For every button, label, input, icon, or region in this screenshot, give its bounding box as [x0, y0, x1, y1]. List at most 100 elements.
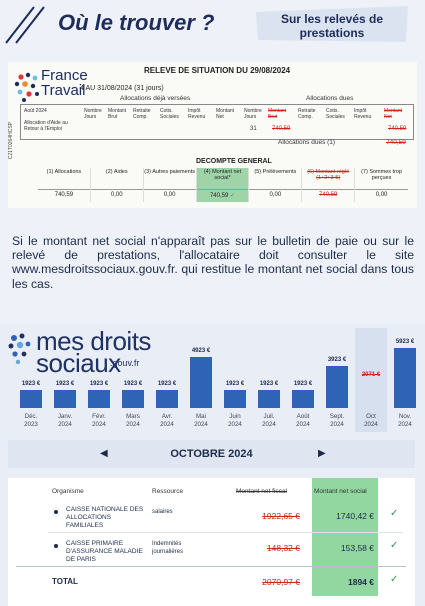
chart-month-label[interactable]: Avr. 2024 [160, 413, 174, 428]
cell-header: (5) Prélèvements [254, 169, 297, 175]
chart-bar-value-label: 1923 € [89, 381, 109, 387]
chart-bar-value-label: 1923 € [21, 381, 41, 387]
cell-header: (7) Sommes trop perçues [361, 169, 403, 181]
chart-bar-value-label: 3923 € [327, 357, 347, 363]
chart-bar[interactable] [326, 366, 348, 408]
monthly-income-chart: 1923 € Déc. 2023 1923 € Janv. 2024 1923 € Févr.… [8, 324, 422, 436]
check-icon: ✓ [390, 540, 399, 551]
header-ressource: Ressource [152, 488, 184, 495]
row2-fiscal: 148,32 € [266, 543, 300, 553]
due-net: 740,59 [388, 126, 407, 132]
row2-ressource: Indemnités journalières [152, 541, 184, 555]
chart-bar[interactable] [88, 390, 110, 408]
col-head-due: Impôt Revenu [354, 108, 372, 120]
col-head-due: Montant Brut [268, 108, 287, 120]
chart-month-label[interactable]: Janv. 2024 [57, 413, 73, 428]
row-label-month: Août 2024 [24, 108, 47, 114]
net-social-highlight-column [312, 478, 378, 596]
page-title: Où le trouver ? [58, 10, 215, 35]
releve-situation: France Travail RELEVE DE SITUATION DU 29… [8, 62, 417, 208]
chart-month-label[interactable]: Nov. 2024 [398, 413, 412, 428]
slash-decoration-icon [5, 6, 45, 44]
decompte-cell-aides: (2) Aides 0,00 [90, 168, 144, 202]
cell-value: 0,00 [90, 189, 143, 198]
chart-bar-value-label: 1923 € [259, 381, 279, 387]
col-head: Retraite Comp. [133, 108, 151, 120]
chart-bar[interactable] [360, 390, 382, 408]
chart-bar-value-label: 1923 € [293, 381, 313, 387]
row-label-are: Allocation d'Aide au Retour à l'Emploi [24, 120, 68, 132]
col-head-due: Retraite Comp. [298, 108, 316, 120]
chart-month-label[interactable]: Oct 2024 [364, 413, 378, 428]
chart-bar[interactable] [190, 357, 212, 408]
logo-word-1: France [41, 67, 88, 84]
cell-header: (3) Autres paiements [144, 169, 195, 175]
col-head: Nombre Jours [84, 108, 102, 120]
cell-header: (1) Allocations [46, 169, 82, 175]
col-head: Montant Net [216, 108, 235, 120]
header-montant-net-fiscal: Montant net fiscal [236, 488, 287, 495]
releve-title: RELEVE DE SITUATION DU 29/08/2024 [144, 66, 291, 75]
chart-bar[interactable] [292, 390, 314, 408]
mds-logo-domain: .gouv.fr [110, 358, 140, 368]
chart-bar-value-label: 5923 € [395, 339, 415, 345]
chart-bar[interactable] [122, 390, 144, 408]
chart-month-label[interactable]: Juin 2024 [228, 413, 242, 428]
chart-bar-value-label: 1923 € [225, 381, 245, 387]
row2-social: 153,58 € [340, 543, 374, 553]
mes-droits-sociaux-logo-icon [8, 333, 31, 365]
releve-side-reference: C21T0264HCSP [8, 122, 14, 160]
releve-period: 4 AU 31/08/2024 (31 jours) [80, 85, 164, 92]
row2-organisme: CAISSE PRIMAIRE D'ASSURANCE MALADIE DE P… [66, 540, 143, 563]
dues-total-value: 740,59 [386, 139, 406, 146]
chart-month-label[interactable]: Juil. 2024 [262, 413, 276, 428]
previous-month-arrow-icon[interactable]: ◀ [100, 448, 108, 459]
chart-bar[interactable] [258, 390, 280, 408]
chart-bar[interactable] [156, 390, 178, 408]
decompte-cell-prelevements: (5) Prélèvements 0,00 [249, 168, 303, 202]
chart-month-label[interactable]: Févr. 2024 [92, 413, 106, 428]
explanation-paragraph: Si le montant net social n'apparaît pas … [12, 234, 414, 291]
decompte-grid: (1) Allocations 740,59 (2) Aides 0,00 (3) … [38, 168, 408, 202]
col-head: Impôt Revenu [188, 108, 206, 120]
decompte-cell-montant-regle: (6) Montant réglé (1+2+3-5) 740,59 [302, 168, 356, 202]
chart-bar[interactable] [54, 390, 76, 408]
chart-month-label[interactable]: Déc. 2023 [24, 413, 38, 428]
col-head-due: Cotis. Sociales [326, 108, 345, 120]
chart-bar[interactable] [224, 390, 246, 408]
chart-bar[interactable] [20, 390, 42, 408]
total-label: TOTAL [52, 577, 78, 586]
chart-month-label[interactable]: Mars 2024 [126, 413, 140, 428]
chart-bar-value-label: 1923 € [55, 381, 75, 387]
allocations-table [20, 104, 414, 140]
cell-value: 740,59 [38, 189, 90, 198]
cell-value: 740,59 [302, 189, 355, 198]
total-social: 1894 € [348, 577, 374, 587]
total-fiscal: 2070,97 € [262, 577, 300, 587]
decompte-general-title: DECOMPTE GENERAL [196, 158, 272, 165]
cell-value-text: 740,59 [209, 193, 229, 199]
chart-month-label[interactable]: Août 2024 [296, 413, 310, 428]
chart-month-label[interactable]: Mai 2024 [194, 413, 208, 428]
col-head-due: Montant Net [384, 108, 403, 120]
row1-ressource: salaires [152, 509, 173, 515]
next-month-arrow-icon[interactable]: ▶ [318, 448, 326, 459]
col-head: Montant Brut [108, 108, 127, 120]
cell-header: (4) Montant net social* [203, 169, 242, 181]
chart-bar[interactable] [394, 348, 416, 408]
income-detail-table: Organisme Ressource Montant net fiscal M… [8, 478, 415, 606]
alloc-dues-header: Allocations dues [306, 95, 354, 102]
decompte-cell-autres-paiements: (3) Autres paiements 0,00 [143, 168, 197, 202]
row1-social: 1740,42 € [336, 511, 374, 521]
check-icon: ✓ [229, 193, 236, 199]
bullet-icon [54, 544, 58, 548]
chart-bar-value-label: 2071 € [361, 372, 381, 378]
subtitle-backdrop [256, 6, 408, 42]
decompte-cell-allocations: (1) Allocations 740,59 [38, 168, 91, 202]
header-organisme: Organisme [52, 488, 84, 495]
bullet-icon [54, 510, 58, 514]
decompte-cell-trop-percues: (7) Sommes trop perçues 0,00 [355, 168, 408, 202]
chart-month-label[interactable]: Sept. 2024 [329, 413, 345, 428]
cell-header: (6) Montant réglé (1+2+3-5) [307, 169, 350, 181]
dues-total-label: Allocations dues (1) [278, 139, 336, 146]
